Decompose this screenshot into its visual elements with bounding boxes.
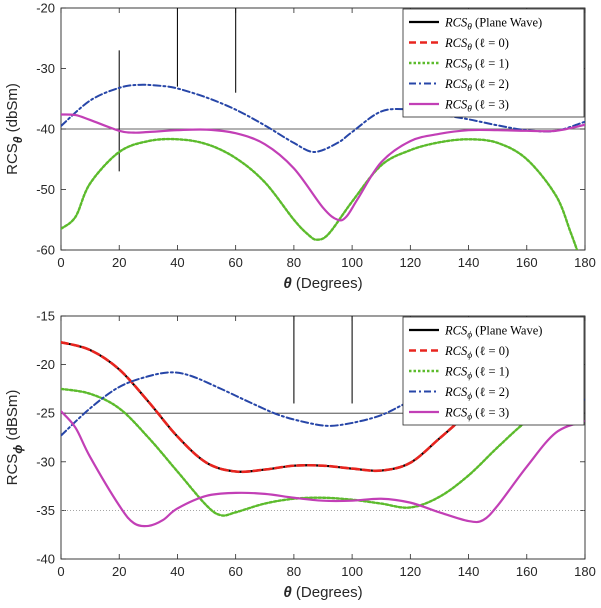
x-tick-label: 100 — [341, 255, 363, 270]
legend-symbol: RCS — [444, 324, 468, 338]
x-tick-label: 0 — [57, 255, 64, 270]
legend-symbol: RCS — [444, 406, 468, 420]
legend-symbol: RCS — [444, 36, 468, 50]
legend-suffix: (ℓ = 0) — [472, 344, 509, 358]
x-axis-symbol: θ — [283, 584, 292, 601]
x-tick-label: 80 — [287, 564, 301, 579]
legend-symbol: RCS — [444, 77, 468, 91]
legend-symbol: RCS — [444, 16, 468, 30]
chart-panel-0: 0 20 40 60 80 100 120 140 160 180 -60 -50 -40 -30 -20 θ… — [4, 1, 596, 293]
y-tick-label: -15 — [36, 309, 55, 324]
plot-content — [61, 8, 585, 250]
y-axis-unit: (dBSm) — [4, 390, 21, 445]
legend-suffix: (ℓ = 2) — [472, 77, 509, 91]
x-tick-label: 60 — [228, 255, 242, 270]
legend-entry-plane: RCSϕ (Plane Wave) — [444, 324, 542, 341]
legend-suffix: (ℓ = 1) — [472, 365, 509, 379]
x-tick-label: 40 — [170, 564, 184, 579]
x-tick-label: 40 — [170, 255, 184, 270]
y-axis-label: RCSϕ (dBSm) — [4, 390, 25, 486]
legend-entry-l1: RCSθ (ℓ = 1) — [444, 57, 509, 74]
legend-subscript: θ — [467, 84, 472, 94]
y-tick-label: -30 — [36, 61, 55, 76]
x-tick-label: 20 — [112, 255, 126, 270]
legend-entry-l1: RCSϕ (ℓ = 1) — [444, 365, 509, 382]
legend-entry-l0: RCSθ (ℓ = 0) — [444, 36, 509, 53]
y-axis-unit: (dbSm) — [4, 83, 21, 136]
legend-symbol: RCS — [444, 57, 468, 71]
series-line-l3 — [61, 113, 585, 222]
legend-subscript: θ — [467, 64, 472, 74]
y-tick-label: -20 — [36, 1, 55, 16]
y-axis-main: RCS — [4, 454, 21, 486]
legend-entry-l3: RCSϕ (ℓ = 3) — [444, 406, 509, 423]
y-tick-label: -30 — [36, 454, 55, 469]
legend-subscript: ϕ — [467, 351, 472, 361]
y-tick-label: -40 — [36, 122, 55, 137]
series-line-l2 — [61, 83, 585, 153]
y-tick-label: -50 — [36, 182, 55, 197]
x-axis-label: θ (Degrees) — [283, 584, 362, 601]
x-axis-symbol: θ — [283, 275, 292, 292]
x-tick-label: 140 — [458, 564, 480, 579]
x-tick-label: 0 — [57, 564, 64, 579]
legend-subscript: ϕ — [467, 372, 472, 382]
legend-suffix: (ℓ = 3) — [472, 406, 509, 420]
legend-subscript: θ — [467, 105, 472, 115]
x-tick-label: 20 — [112, 564, 126, 579]
legend-subscript: ϕ — [467, 413, 472, 423]
y-tick-label: -25 — [36, 406, 55, 421]
legend-suffix: (ℓ = 2) — [472, 385, 509, 399]
x-tick-label: 100 — [341, 564, 363, 579]
series-line-l3 — [61, 410, 585, 528]
x-axis-label: θ (Degrees) — [283, 275, 362, 292]
legend: RCSθ (Plane Wave)RCSθ (ℓ = 0)RCSθ (ℓ = 1… — [402, 8, 585, 118]
y-tick-label: -35 — [36, 503, 55, 518]
legend-symbol: RCS — [444, 365, 468, 379]
x-tick-label: 120 — [399, 255, 421, 270]
legend-symbol: RCS — [444, 385, 468, 399]
y-tick-label: -60 — [36, 243, 55, 258]
series-line-l1 — [61, 387, 581, 517]
x-tick-label: 160 — [516, 255, 538, 270]
x-tick-label: 180 — [574, 564, 596, 579]
y-tick-label: -40 — [36, 552, 55, 567]
chart-panel-1: 0 20 40 60 80 100 120 140 160 180 -40 -35 -30 -25 -20 -… — [4, 309, 596, 602]
x-axis-text: (Degrees) — [292, 584, 363, 601]
y-tick-label: -20 — [36, 357, 55, 372]
legend-suffix: (Plane Wave) — [472, 324, 542, 338]
legend-suffix: (ℓ = 0) — [472, 36, 509, 50]
y-axis-subscript: ϕ — [11, 445, 25, 454]
legend-entry-l3: RCSθ (ℓ = 3) — [444, 98, 509, 115]
legend-entry-plane: RCSθ (Plane Wave) — [444, 16, 542, 33]
legend-symbol: RCS — [444, 344, 468, 358]
x-tick-label: 80 — [287, 255, 301, 270]
y-axis-main: RCS — [4, 143, 21, 175]
x-tick-label: 180 — [574, 255, 596, 270]
y-axis-subscript: θ — [11, 136, 25, 143]
legend-subscript: ϕ — [467, 331, 472, 341]
x-axis-text: (Degrees) — [292, 275, 363, 292]
legend-entry-l2: RCSϕ (ℓ = 2) — [444, 385, 509, 402]
x-tick-label: 160 — [516, 564, 538, 579]
legend-subscript: θ — [467, 43, 472, 53]
legend-symbol: RCS — [444, 98, 468, 112]
legend-entry-l2: RCSθ (ℓ = 2) — [444, 77, 509, 94]
legend-subscript: θ — [467, 23, 472, 33]
legend-suffix: (Plane Wave) — [472, 16, 542, 30]
legend-entry-l0: RCSϕ (ℓ = 0) — [444, 344, 509, 361]
y-axis-label: RCSθ (dbSm) — [4, 83, 25, 175]
series-line-l0 — [61, 340, 485, 474]
legend: RCSϕ (Plane Wave)RCSϕ (ℓ = 0)RCSϕ (ℓ = 1… — [402, 316, 585, 426]
x-tick-label: 140 — [458, 255, 480, 270]
series-line-l1 — [61, 137, 579, 250]
x-tick-label: 120 — [399, 564, 421, 579]
legend-suffix: (ℓ = 3) — [472, 98, 509, 112]
legend-suffix: (ℓ = 1) — [472, 57, 509, 71]
x-tick-label: 60 — [228, 564, 242, 579]
legend-subscript: ϕ — [467, 392, 472, 402]
